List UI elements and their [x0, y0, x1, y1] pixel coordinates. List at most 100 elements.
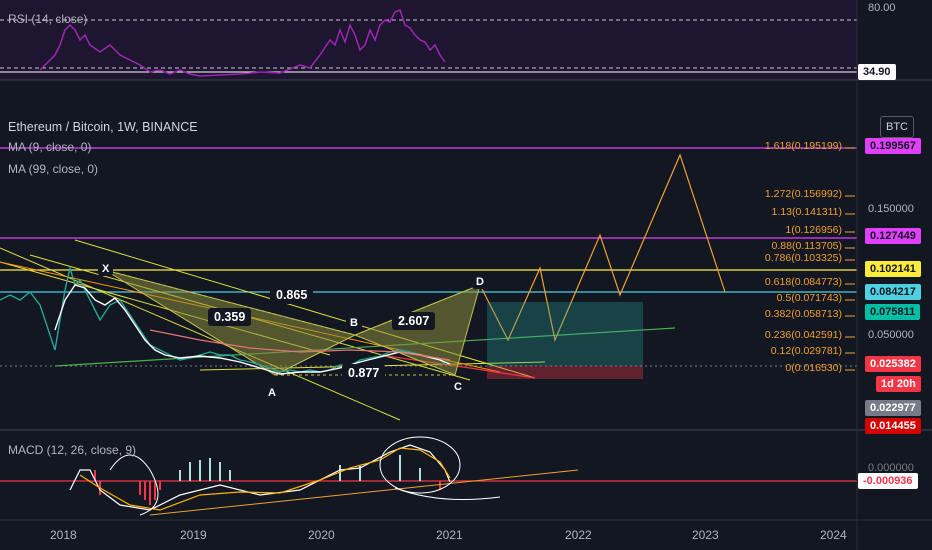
fib-ratio: 1.272: [764, 188, 792, 200]
fib-level-label: 0.618(0.084773): [765, 276, 842, 288]
macd-annotation-circle: [379, 436, 461, 494]
fib-paren-close: ): [838, 276, 843, 288]
fib-price: 0.195199: [794, 140, 839, 152]
fib-paren-close: ): [838, 329, 843, 341]
price-tag: 0.199567: [865, 138, 921, 154]
long-position-target: [487, 302, 643, 366]
fib-paren-close: ): [838, 224, 843, 236]
currency-label[interactable]: BTC: [880, 116, 914, 138]
fib-ratio: 0.382: [764, 308, 792, 320]
fib-paren-close: ): [838, 206, 843, 218]
fib-level-label: 0.88(0.113705): [772, 240, 842, 252]
fib-ratio: 0.88: [771, 240, 792, 252]
fib-level-label: 1.13(0.141311): [772, 206, 842, 218]
fib-price: 0.126956: [794, 224, 839, 236]
y-tick-label: 0.150000: [868, 203, 914, 215]
price-tag: 0.022977: [865, 400, 921, 416]
price-tag: 0.025382: [865, 356, 921, 372]
harmonic-pattern-bcd: [353, 284, 481, 376]
fib-paren-close: ): [838, 362, 843, 374]
fib-ratio: 1: [785, 224, 792, 236]
fib-level-label: 1(0.126956): [785, 224, 842, 236]
rsi-value-tag: 34.90: [858, 64, 896, 80]
fib-price: 0.058713: [794, 308, 839, 320]
fib-ratio: 0.618: [764, 276, 792, 288]
point-a-label: A: [264, 386, 280, 400]
fib-level-label: 1.272(0.156992): [765, 188, 842, 200]
ratio-abc-label: 0.877: [342, 364, 386, 382]
fib-ratio: 0.236: [764, 329, 792, 341]
x-tick-label: 2024: [820, 528, 847, 542]
macd-title: MACD (12, 26, close, 9): [8, 443, 137, 457]
fib-price: 0.113705: [795, 240, 839, 252]
fib-level-label: 0.382(0.058713): [765, 308, 842, 320]
point-d-label: D: [472, 275, 488, 289]
fib-paren-close: ): [838, 140, 843, 152]
fib-paren-open: (: [791, 308, 795, 320]
fib-ratio: 1.13: [771, 206, 792, 218]
macd-zero-tick: 0.000000: [868, 462, 914, 474]
fib-ratio: 0.5: [776, 292, 792, 304]
rsi-upper-label: 80.00: [868, 2, 896, 14]
fib-ratio: 0: [785, 362, 792, 374]
macd-histogram: [94, 455, 441, 505]
fib-paren-open: (: [791, 362, 795, 374]
fib-level-label: 1.618(0.195199): [765, 140, 842, 152]
fib-level-label: 0.786(0.103325): [765, 252, 842, 264]
fib-paren-open: (: [791, 252, 795, 264]
fib-level-ticks: [845, 147, 855, 371]
fib-paren-open: (: [791, 276, 795, 288]
fib-level-label: 0.12(0.029781): [771, 345, 842, 357]
ma99-title: MA (99, close, 0): [8, 162, 99, 176]
fib-paren-close: ): [838, 308, 843, 320]
price-tag: 1d 20h: [876, 376, 921, 392]
fib-price: 0.042591: [794, 329, 839, 341]
fib-price: 0.084773: [794, 276, 839, 288]
macd-line: [69, 444, 451, 511]
macd-signal-line: [79, 447, 451, 511]
fib-paren-open: (: [791, 188, 795, 200]
fib-paren-close: ): [838, 252, 843, 264]
fib-price: 0.141311: [795, 206, 839, 218]
projection-path: [479, 153, 726, 342]
macd-trend-line: [149, 469, 579, 516]
ratio-xad-label: 0.865: [270, 286, 314, 304]
price-tag: 0.127449: [865, 228, 921, 244]
fib-paren-open: (: [791, 206, 796, 218]
instrument-title: Ethereum / Bitcoin, 1W, BINANCE: [8, 120, 198, 134]
red-trend-line: [379, 354, 536, 379]
rsi-line: [39, 9, 446, 77]
fib-paren-close: ): [838, 292, 843, 304]
y-tick-label: 0.050000: [868, 329, 914, 341]
fib-paren-close: ): [838, 188, 843, 200]
fib-level-label: 0.236(0.042591): [765, 329, 842, 341]
rsi-title: RSI (14, close): [8, 12, 88, 26]
x-tick-label: 2020: [308, 528, 335, 542]
fib-paren-open: (: [791, 292, 795, 304]
x-tick-label: 2018: [50, 528, 77, 542]
fib-paren-close: ): [838, 345, 843, 357]
price-line: [0, 265, 446, 373]
ma9-title: MA (9, close, 0): [8, 140, 92, 154]
price-tag: 0.014455: [865, 418, 921, 434]
x-tick-label: 2021: [436, 528, 463, 542]
fib-price: 0.103325: [794, 252, 839, 264]
fib-paren-open: (: [791, 240, 796, 252]
point-c-label: C: [450, 380, 466, 394]
fib-ratio: 0.12: [770, 345, 792, 357]
price-tag: 0.075811: [865, 304, 921, 320]
macd-annotation-arc: [394, 487, 501, 501]
ratio-bcd-label: 2.607: [392, 312, 436, 330]
price-tag: 0.084217: [865, 284, 921, 300]
fib-price: 0.156992: [794, 188, 839, 200]
fib-paren-open: (: [791, 224, 795, 236]
point-b-label: B: [346, 316, 362, 330]
fib-paren-open: (: [791, 140, 795, 152]
ma-9-line: [54, 284, 451, 375]
x-tick-label: 2022: [565, 528, 592, 542]
harmonic-bd-line: [354, 284, 481, 336]
fib-price: 0.071743: [794, 292, 839, 304]
fib-paren-open: (: [791, 345, 795, 357]
ma-99-line: [149, 329, 451, 361]
